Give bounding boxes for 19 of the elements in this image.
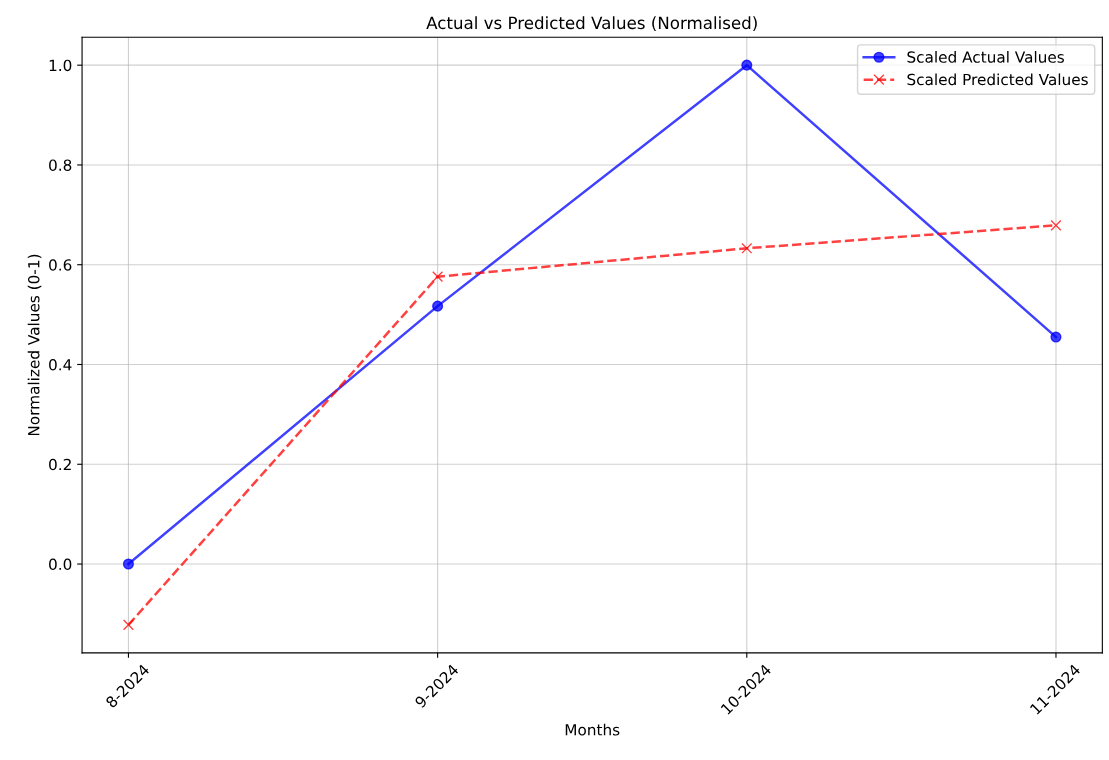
y-tick-label: 1.0 xyxy=(49,59,72,72)
y-tick-label: 0.4 xyxy=(49,358,72,371)
point xyxy=(741,59,753,71)
point xyxy=(432,271,444,283)
y-tick-label: 0.6 xyxy=(49,259,72,271)
point xyxy=(1050,331,1062,343)
chart-title: Actual vs Predicted Values (Normalised) xyxy=(426,16,757,32)
legend-label: Scaled Predicted Values xyxy=(907,73,1088,86)
point xyxy=(122,619,134,631)
legend-label: Scaled Actual Values xyxy=(907,50,1064,63)
y-tick-label: 0.2 xyxy=(49,458,71,471)
y-tick-label: 0.8 xyxy=(49,159,72,171)
point xyxy=(1050,219,1062,231)
y-tick-label: 0.0 xyxy=(49,558,72,571)
point xyxy=(432,300,444,312)
y-axis-title: Normalized Values (0-1) xyxy=(27,254,42,436)
point xyxy=(122,558,134,570)
point xyxy=(741,242,753,254)
x-axis-title: Months xyxy=(565,723,620,736)
